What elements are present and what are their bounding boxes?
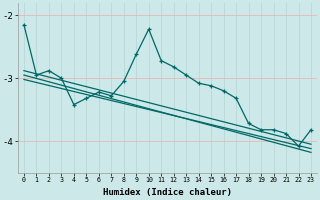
X-axis label: Humidex (Indice chaleur): Humidex (Indice chaleur) bbox=[103, 188, 232, 197]
